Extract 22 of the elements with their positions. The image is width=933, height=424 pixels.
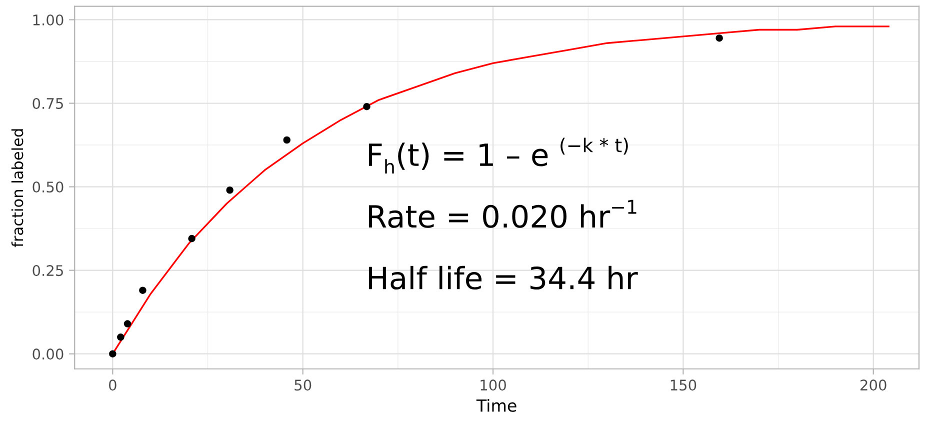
y-tick-label: 0.00 — [32, 348, 64, 360]
point — [283, 136, 291, 144]
x-tick-label: 150 — [670, 380, 696, 391]
point — [363, 102, 370, 110]
point — [109, 350, 116, 358]
y-tick-label: 0.75 — [32, 98, 63, 110]
y-tick-label: 1.00 — [33, 14, 64, 26]
point — [124, 320, 132, 328]
y-axis-title: fraction labeled — [11, 129, 24, 248]
point — [139, 286, 146, 294]
point — [117, 334, 124, 341]
x-tick-label: 50 — [294, 380, 312, 391]
point — [716, 34, 723, 42]
x-tick-label: 200 — [860, 380, 886, 391]
point — [226, 186, 234, 194]
x-tick-label: 0 — [108, 380, 116, 391]
annotation: Half life = 34.4 hr — [368, 266, 638, 290]
x-tick-label: 100 — [480, 380, 506, 391]
x-axis-title: Time — [476, 398, 516, 412]
y-tick-label: 0.50 — [32, 182, 64, 193]
y-tick-label: 0.25 — [32, 265, 63, 276]
point — [188, 234, 196, 242]
